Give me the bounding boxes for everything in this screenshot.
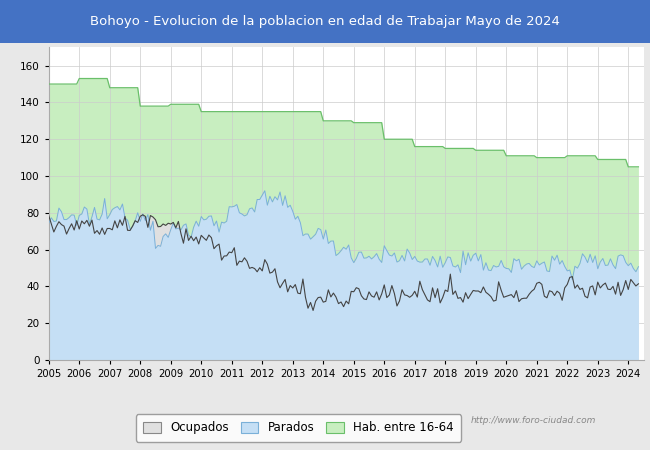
Text: Bohoyo - Evolucion de la poblacion en edad de Trabajar Mayo de 2024: Bohoyo - Evolucion de la poblacion en ed… — [90, 15, 560, 28]
Text: http://www.foro-ciudad.com: http://www.foro-ciudad.com — [471, 416, 595, 425]
Legend: Ocupados, Parados, Hab. entre 16-64: Ocupados, Parados, Hab. entre 16-64 — [136, 414, 461, 441]
